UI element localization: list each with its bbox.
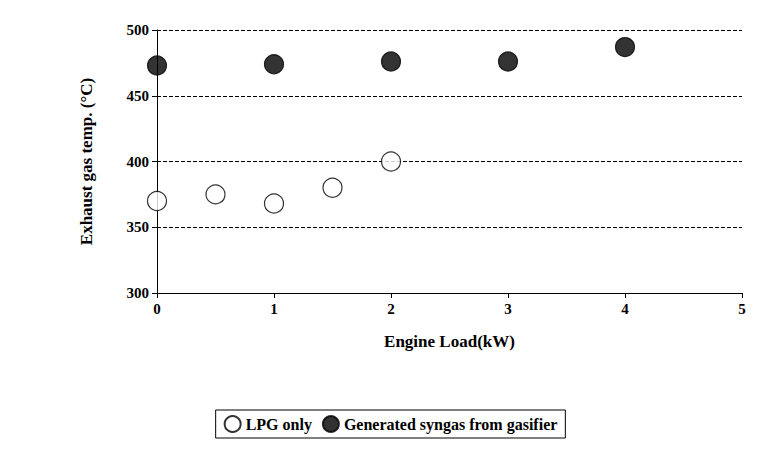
svg-text:4: 4 [621,301,629,317]
svg-text:3: 3 [504,301,512,317]
svg-text:1: 1 [270,301,278,317]
svg-text:2: 2 [387,301,395,317]
svg-text:Generated syngas from gasifier: Generated syngas from gasifier [344,416,557,434]
svg-text:300: 300 [127,285,150,301]
svg-text:5: 5 [738,301,746,317]
svg-text:400: 400 [127,154,150,170]
svg-text:Exhaust gas temp. (°C): Exhaust gas temp. (°C) [77,78,96,245]
svg-text:0: 0 [153,301,161,317]
svg-text:LPG only: LPG only [246,416,312,434]
svg-text:350: 350 [127,219,150,235]
svg-text:Engine Load(kW): Engine Load(kW) [384,332,515,351]
svg-text:500: 500 [127,22,150,38]
svg-text:450: 450 [127,88,150,104]
